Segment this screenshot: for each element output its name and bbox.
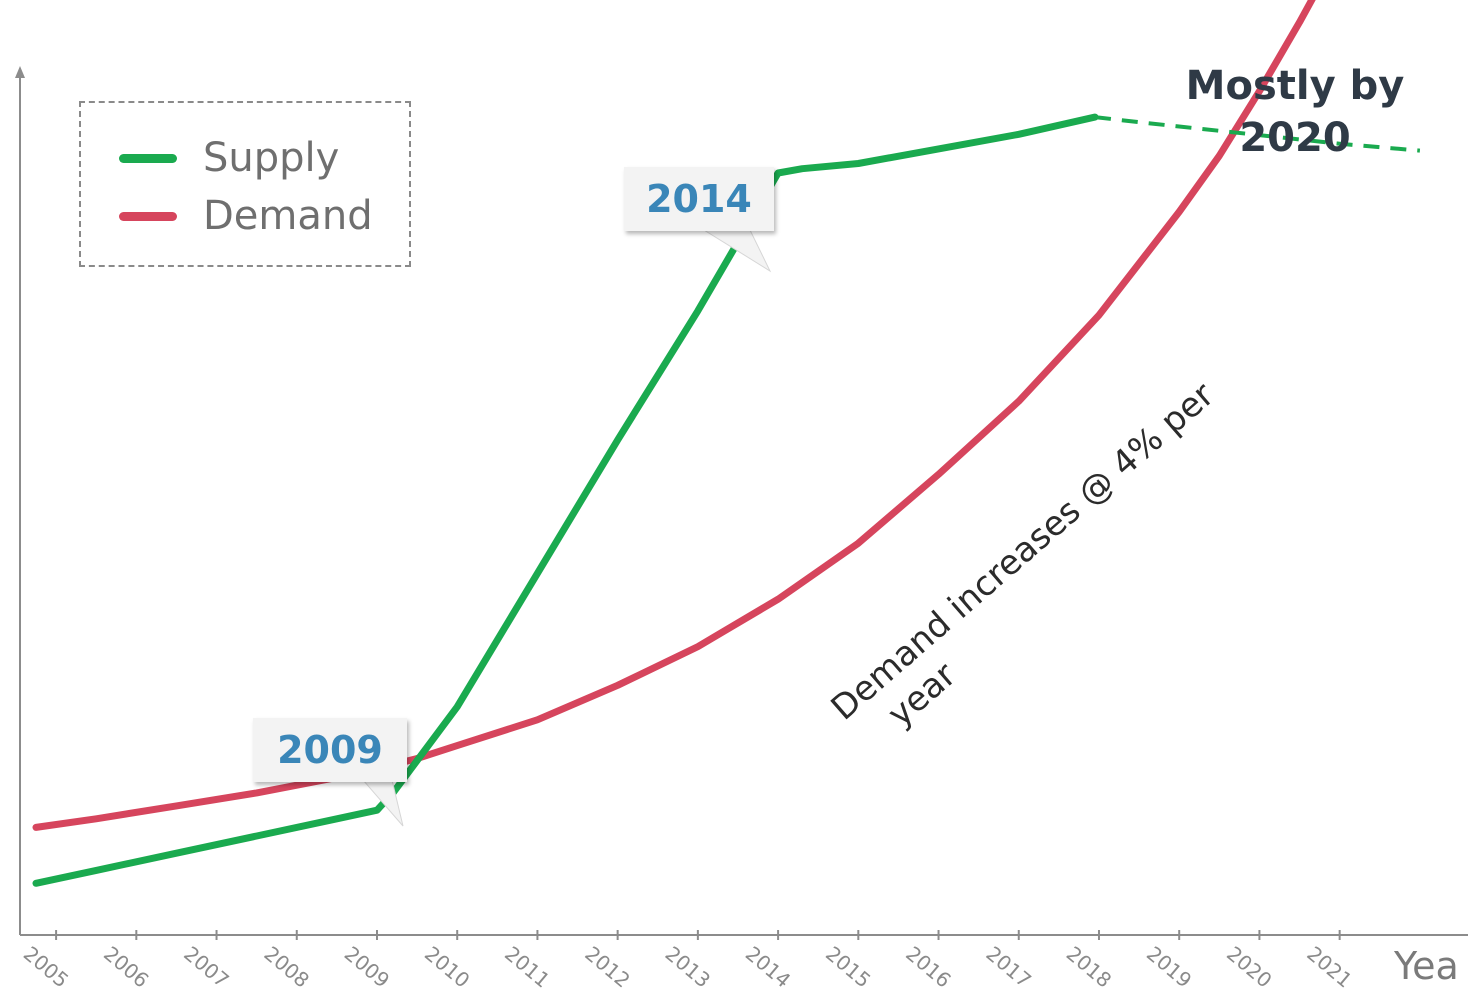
x-tick-label-2020: 2020 bbox=[1222, 941, 1276, 992]
mostly-by-2020-note: Mostly by 2020 bbox=[1180, 60, 1410, 164]
legend-label-demand: Demand bbox=[203, 193, 373, 239]
demand-swatch bbox=[119, 211, 177, 221]
x-tick-label-2014: 2014 bbox=[741, 941, 795, 992]
x-tick-label-2017: 2017 bbox=[982, 941, 1036, 992]
callout-2014-pointer bbox=[702, 229, 772, 273]
x-tick-label-2021: 2021 bbox=[1302, 941, 1356, 992]
x-tick-label-2007: 2007 bbox=[179, 941, 233, 992]
callout-pointers bbox=[361, 229, 772, 827]
legend-label-supply: Supply bbox=[203, 135, 340, 181]
mostly-line1: Mostly by bbox=[1185, 63, 1405, 109]
x-tick-labels: 2005 2006 2007 2008 2009 2010 2011 2012 2013 2014… bbox=[19, 941, 1357, 992]
x-tick-label-2016: 2016 bbox=[901, 941, 955, 992]
x-axis-label: Yea bbox=[1393, 944, 1459, 988]
x-tick-label-2009: 2009 bbox=[340, 941, 394, 992]
series-layer bbox=[32, 0, 1421, 887]
axes bbox=[15, 66, 1468, 936]
x-tick-label-2008: 2008 bbox=[260, 941, 314, 992]
legend-item-demand: Demand bbox=[119, 191, 373, 241]
callout-2014: 2014 bbox=[624, 167, 774, 231]
supply-swatch bbox=[119, 153, 177, 163]
x-tick-label-2011: 2011 bbox=[500, 941, 554, 992]
x-ticks bbox=[55, 930, 1341, 940]
x-tick-label-2010: 2010 bbox=[420, 941, 474, 992]
legend-item-supply: Supply bbox=[119, 133, 339, 183]
x-tick-label-2012: 2012 bbox=[580, 941, 634, 992]
x-tick-label-2006: 2006 bbox=[99, 941, 153, 992]
x-tick-label-2015: 2015 bbox=[821, 941, 875, 992]
demand-growth-note: Demand increases @ 4% per year bbox=[824, 375, 1222, 735]
y-axis-arrow bbox=[15, 66, 25, 78]
x-tick-label-2018: 2018 bbox=[1062, 941, 1116, 992]
x-tick-label-2005: 2005 bbox=[19, 941, 73, 992]
supply-projection-line bbox=[1094, 115, 1421, 153]
legend: Supply Demand bbox=[79, 101, 411, 267]
x-tick-label-2013: 2013 bbox=[661, 941, 715, 992]
demand-note-line1: Demand increases @ 4% per bbox=[824, 375, 1222, 729]
callout-2009: 2009 bbox=[253, 718, 407, 782]
supply-line bbox=[32, 113, 1099, 887]
x-tick-label-2019: 2019 bbox=[1142, 941, 1196, 992]
mostly-line2: 2020 bbox=[1239, 115, 1351, 161]
demand-line bbox=[32, 0, 1316, 831]
